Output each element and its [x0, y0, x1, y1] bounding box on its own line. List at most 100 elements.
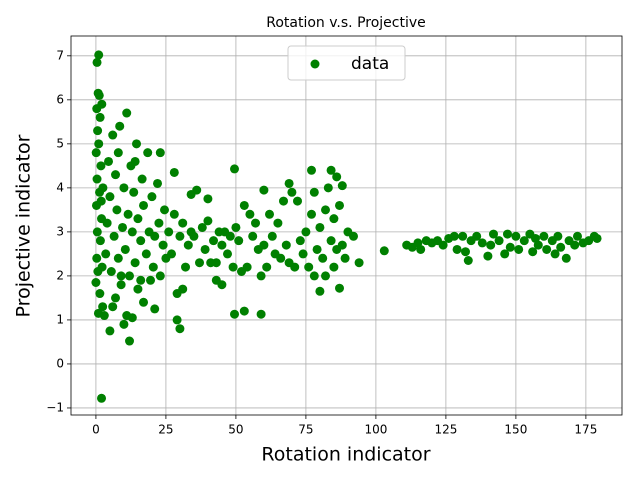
point [99, 311, 109, 321]
point [112, 205, 122, 215]
point [91, 278, 101, 288]
point [553, 231, 563, 241]
point [98, 183, 108, 193]
point [572, 231, 582, 241]
x-tick-label: 175 [574, 423, 597, 437]
point [329, 262, 339, 272]
point [136, 236, 146, 246]
point [102, 218, 112, 228]
point [293, 196, 303, 206]
point [155, 271, 165, 281]
point [231, 222, 241, 232]
point [132, 139, 142, 149]
point [116, 280, 126, 290]
y-tick-label: 3 [56, 224, 64, 238]
point [309, 187, 319, 197]
x-tick-label: 75 [298, 423, 313, 437]
point [122, 311, 132, 321]
point [153, 178, 163, 188]
x-tick-label: 0 [92, 423, 100, 437]
point [175, 324, 185, 334]
point [147, 192, 157, 202]
point [195, 258, 205, 268]
point [315, 222, 325, 232]
point [458, 231, 468, 241]
point [267, 231, 277, 241]
point [104, 156, 114, 166]
point [284, 178, 294, 188]
point [95, 112, 105, 122]
point [154, 218, 164, 228]
point [217, 280, 227, 290]
point [321, 205, 331, 215]
point [326, 236, 336, 246]
point [118, 222, 128, 232]
y-tick-label: 0 [56, 356, 64, 370]
point [556, 242, 566, 252]
point [111, 293, 121, 303]
point [500, 249, 510, 259]
point [309, 271, 319, 281]
y-tick-label: 7 [56, 48, 64, 62]
point [183, 240, 193, 250]
point [96, 161, 106, 171]
point [514, 244, 524, 254]
point [200, 244, 210, 254]
point [354, 258, 364, 268]
point [528, 247, 538, 257]
point [323, 183, 333, 193]
point [281, 240, 291, 250]
point [93, 126, 103, 136]
point [329, 214, 339, 224]
point [148, 262, 158, 272]
point [211, 258, 221, 268]
point [137, 174, 147, 184]
point [304, 262, 314, 272]
point [92, 227, 102, 237]
chart-title: Rotation v.s. Projective [266, 15, 426, 31]
point [519, 236, 529, 246]
point [301, 227, 311, 237]
point [256, 271, 266, 281]
point [259, 185, 269, 195]
point [125, 336, 135, 346]
y-tick-label: 6 [56, 92, 64, 106]
point [452, 244, 462, 254]
point [550, 249, 560, 259]
point [449, 231, 459, 241]
legend-marker [310, 59, 320, 69]
point [109, 231, 119, 241]
point [141, 249, 151, 259]
point [276, 253, 286, 263]
point [111, 170, 121, 180]
x-tick-label: 25 [158, 423, 173, 437]
point [298, 249, 308, 259]
point [139, 297, 149, 307]
point [348, 231, 358, 241]
point [337, 240, 347, 250]
x-tick-label: 50 [228, 423, 243, 437]
y-tick-label: −1 [46, 400, 64, 414]
point [340, 253, 350, 263]
point [203, 216, 213, 226]
point [279, 196, 289, 206]
point [326, 165, 336, 175]
point [259, 240, 269, 250]
point [178, 284, 188, 294]
point [92, 174, 102, 184]
point [265, 209, 275, 219]
point [570, 240, 580, 250]
point [273, 218, 283, 228]
point [133, 214, 143, 224]
point [108, 130, 118, 140]
point [242, 262, 252, 272]
point [251, 218, 261, 228]
marks [91, 50, 602, 403]
legend: data [287, 45, 406, 81]
legend-box [287, 45, 406, 81]
point [307, 209, 317, 219]
point [505, 242, 515, 252]
plot-frame [70, 35, 623, 416]
point [175, 231, 185, 241]
point [92, 57, 102, 67]
